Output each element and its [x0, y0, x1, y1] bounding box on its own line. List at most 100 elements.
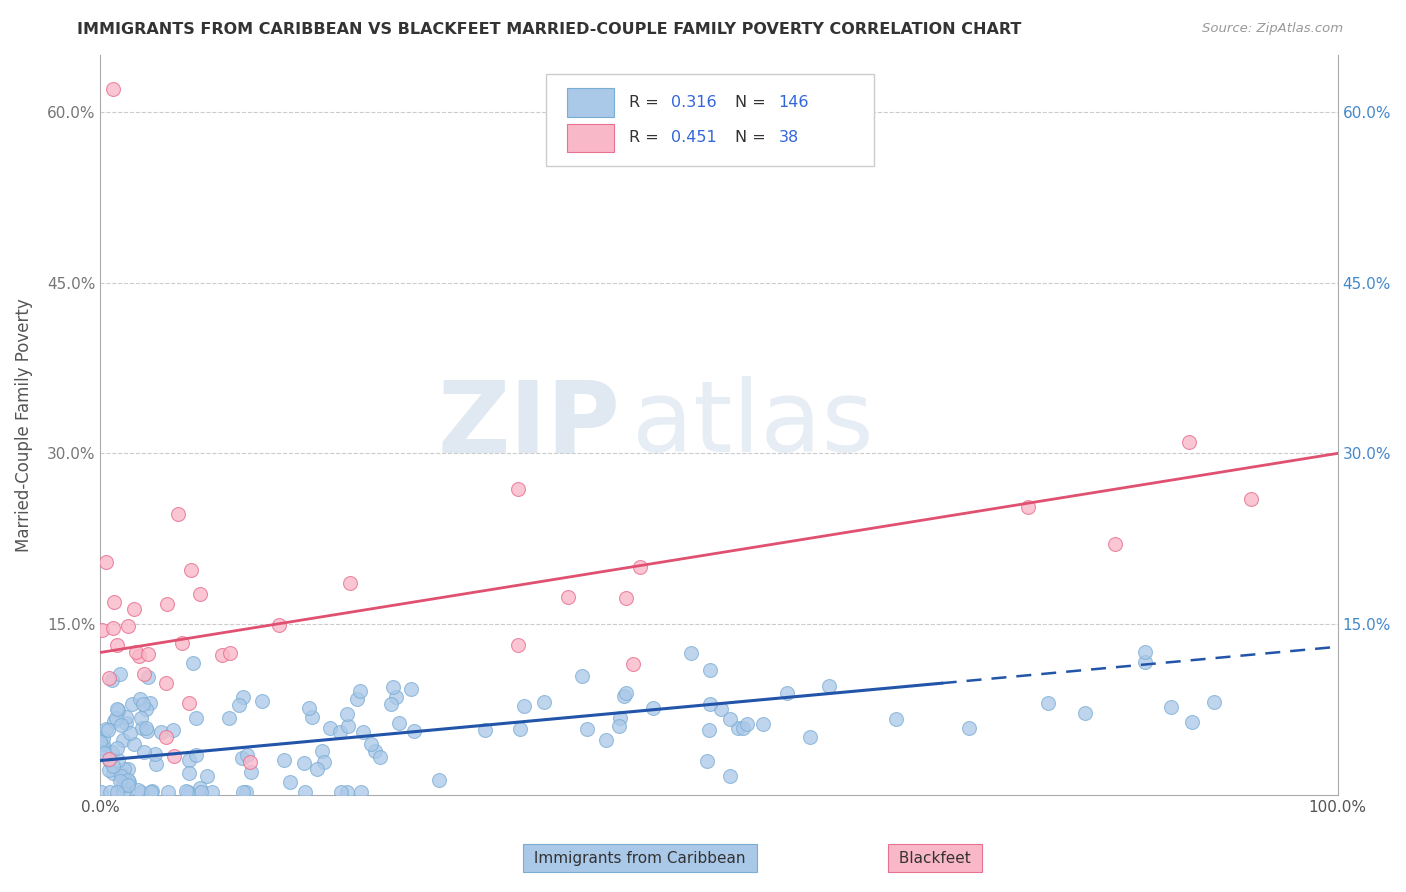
Point: [269, 617, 291, 632]
Point: [101, 766, 124, 780]
Point: [336, 707, 359, 722]
Point: [125, 645, 148, 659]
Point: [404, 723, 426, 738]
Point: [278, 775, 301, 789]
Point: [1036, 696, 1059, 710]
Text: N =: N =: [735, 95, 770, 110]
Point: [117, 778, 139, 792]
Point: [156, 597, 179, 611]
Point: [513, 699, 536, 714]
Point: [111, 785, 134, 799]
Point: [232, 690, 254, 705]
Point: [200, 785, 222, 799]
Point: [696, 754, 718, 768]
Point: [1073, 706, 1095, 720]
Point: [427, 773, 450, 788]
Point: [184, 748, 207, 763]
Point: [699, 723, 721, 738]
Point: [108, 773, 131, 788]
Point: [329, 725, 352, 739]
Point: [273, 753, 295, 767]
Point: [118, 726, 141, 740]
Point: [190, 785, 212, 799]
Point: [188, 780, 211, 795]
Point: [111, 732, 134, 747]
Point: [93, 746, 115, 760]
Point: [311, 744, 333, 758]
Point: [752, 717, 775, 731]
Point: [108, 667, 131, 681]
Point: [101, 621, 124, 635]
Point: [884, 712, 907, 726]
Point: [235, 785, 257, 799]
Point: [699, 663, 721, 677]
Point: [105, 711, 128, 725]
Point: [1160, 700, 1182, 714]
Point: [298, 701, 321, 715]
Point: [614, 591, 637, 606]
Point: [112, 778, 135, 792]
Point: [139, 696, 162, 710]
Point: [112, 785, 135, 799]
Text: ZIP: ZIP: [437, 376, 620, 474]
Point: [94, 555, 117, 569]
Point: [143, 747, 166, 762]
Point: [346, 691, 368, 706]
Point: [101, 759, 124, 773]
Point: [228, 698, 250, 713]
Point: [136, 723, 159, 738]
Point: [733, 722, 755, 736]
FancyBboxPatch shape: [546, 74, 873, 166]
Text: Blackfeet: Blackfeet: [894, 851, 976, 865]
Point: [292, 756, 315, 770]
Point: [118, 774, 141, 789]
Point: [174, 783, 197, 797]
Point: [305, 762, 328, 776]
Point: [231, 751, 253, 765]
Point: [131, 697, 153, 711]
Point: [250, 694, 273, 708]
Point: [1202, 695, 1225, 709]
Point: [129, 711, 152, 725]
Point: [91, 741, 114, 756]
Point: [380, 697, 402, 711]
Point: [314, 756, 336, 770]
Point: [1104, 537, 1126, 551]
Y-axis label: Married-Couple Family Poverty: Married-Couple Family Poverty: [15, 298, 32, 552]
Point: [1240, 491, 1263, 506]
Text: atlas: atlas: [633, 376, 875, 474]
Point: [576, 722, 599, 736]
Point: [190, 587, 212, 601]
Point: [184, 711, 207, 725]
Text: 0.451: 0.451: [671, 130, 717, 145]
Point: [111, 767, 134, 781]
Point: [89, 734, 111, 748]
Point: [97, 752, 120, 766]
Point: [474, 723, 496, 737]
Point: [117, 618, 139, 632]
Point: [1133, 644, 1156, 658]
Point: [121, 698, 143, 712]
FancyBboxPatch shape: [567, 124, 614, 152]
Point: [101, 673, 124, 688]
Point: [1017, 500, 1039, 515]
Point: [294, 785, 316, 799]
Point: [107, 703, 129, 717]
Point: [156, 785, 179, 799]
Point: [128, 649, 150, 664]
Point: [110, 769, 132, 783]
Point: [91, 731, 114, 745]
Point: [218, 711, 240, 725]
Point: [621, 657, 644, 671]
Point: [236, 747, 259, 762]
Point: [360, 737, 382, 751]
Point: [149, 725, 172, 739]
Point: [718, 769, 741, 783]
Point: [101, 82, 124, 96]
Point: [136, 670, 159, 684]
Point: [349, 785, 371, 799]
Point: [132, 667, 155, 681]
FancyBboxPatch shape: [567, 88, 614, 117]
Point: [177, 785, 200, 799]
Point: [957, 721, 980, 735]
